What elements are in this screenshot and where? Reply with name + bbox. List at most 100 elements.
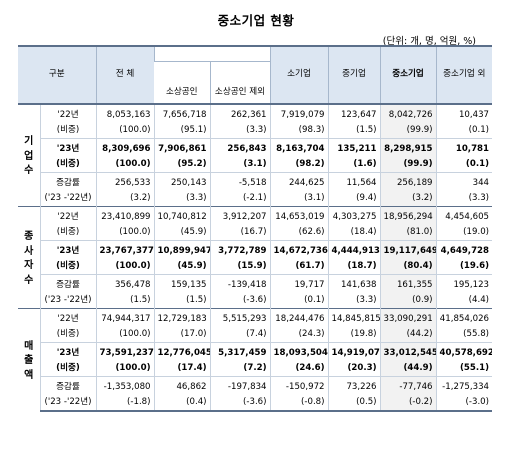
table-cell: (7.4) <box>209 327 271 343</box>
table-cell: (100.0) <box>95 361 155 377</box>
table-cell: 3,912,207 <box>209 206 271 225</box>
table-row: (비중) (100.0) (45.9) (15.9) (61.7) (18.7) (80.4… <box>18 259 493 275</box>
table-cell: 7,906,861 <box>153 138 211 157</box>
table-row: '23년 8,309,696 7,906,861 256,843 8,163,704 13… <box>18 138 493 157</box>
header-small-firm: 소기업 <box>269 45 329 105</box>
table-row: ('23 -'22년) (3.2) (3.3) (-2.1) (3.1) (9.4) (3.… <box>18 191 493 207</box>
table-row: 기 업 수 '22년 8,053,163 7,656,718 262,361 7,919,07… <box>18 104 493 207</box>
table-cell: (100.0) <box>95 259 155 275</box>
row-label: ('23 -'22년) <box>40 395 97 412</box>
table-cell: (95.2) <box>153 157 211 173</box>
table-row: 종 사 자 수 '22년 23,410,899 10,740,812 3,912,207 14,… <box>18 206 493 309</box>
table-cell: (98.3) <box>269 123 329 139</box>
table-cell: (1.5) <box>95 293 155 309</box>
table-row: (비중) (100.0) (95.2) (3.1) (98.2) (1.6) (99.9)(… <box>18 157 493 173</box>
table-cell: (100.0) <box>95 327 155 343</box>
table-cell: (0.1) <box>269 293 329 309</box>
table-cell: 33,012,545 <box>379 342 437 361</box>
header-category: 구분 <box>18 45 97 105</box>
unit-note: (단위: 개, 명, 억원, %) <box>382 36 476 47</box>
table-cell: 10,781 <box>435 138 493 157</box>
table-cell: 262,361 <box>209 104 271 123</box>
table-cell: (19.6) <box>435 259 493 275</box>
table-cell: 8,042,726 <box>379 104 437 123</box>
table-row: (비중) (100.0) (95.1) (3.3) (98.3) (1.5) (99.9)(… <box>18 123 493 139</box>
table-cell: (99.9) <box>379 123 437 139</box>
table-cell: (15.9) <box>209 259 271 275</box>
row-label: (비중) <box>56 328 80 339</box>
table-cell: 7,919,079 <box>269 104 329 123</box>
table-cell: 4,649,728 <box>435 240 493 259</box>
row-label: '23년 <box>40 342 97 361</box>
row-label: 증감률 <box>40 274 97 293</box>
table-cell: (24.3) <box>269 327 329 343</box>
header-sme: 중소기업 <box>379 45 437 105</box>
table-cell: (4.4) <box>435 293 493 309</box>
table-cell: 5,515,293 <box>209 308 271 327</box>
table-cell: 3,772,789 <box>209 240 271 259</box>
header-total: 전 체 <box>95 45 155 105</box>
table-cell: (3.3) <box>435 191 493 207</box>
table-cell: (0.1) <box>435 123 493 139</box>
table-cell: (44.2) <box>379 327 437 343</box>
table-cell: 256,189 <box>379 172 437 191</box>
table-cell: 19,117,649 <box>379 240 437 259</box>
table-row: 매 출 액 '22년 74,944,317 12,729,183 5,515,293 18,2… <box>18 308 493 411</box>
table-cell: (0.4) <box>153 395 211 412</box>
row-label: 증감률 <box>40 376 97 395</box>
table-cell: -1,275,334 <box>435 376 493 395</box>
table-cell: (55.8) <box>435 327 493 343</box>
table-cell: 12,729,183 <box>153 308 211 327</box>
table-cell: 250,143 <box>153 172 211 191</box>
table-cell: (81.0) <box>379 225 437 241</box>
row-label: (비중) <box>56 260 80 271</box>
table-cell: 135,211 <box>327 138 381 157</box>
table-cell: (19.0) <box>435 225 493 241</box>
table-row: ('23 -'22년) (1.5) (1.5) (-3.6) (0.1) (3.3) (0.… <box>18 293 493 309</box>
table-cell: -139,418 <box>209 274 271 293</box>
table-cell: 14,845,815 <box>327 308 381 327</box>
table-cell: (44.9) <box>379 361 437 377</box>
table-cell: 4,303,275 <box>327 206 381 225</box>
table-cell: 10,437 <box>435 104 493 123</box>
table-cell: 23,410,899 <box>95 206 155 225</box>
table-cell: 14,919,070 <box>327 342 381 361</box>
row-label: (비중) <box>56 124 80 135</box>
table-cell: -77,746 <box>379 376 437 395</box>
table-cell: (95.1) <box>153 123 211 139</box>
header-small-biz-excl: 소상공인 제외 <box>209 61 271 105</box>
table-row: (비중) (100.0) (17.4) (7.2) (24.6) (20.3) (44.9)… <box>18 361 493 377</box>
header-medium-firm: 중기업 <box>327 45 381 105</box>
table-body: 기 업 수 '22년 8,053,163 7,656,718 262,361 7,919,07… <box>18 104 493 412</box>
table-cell: -150,972 <box>269 376 329 395</box>
table-cell: 10,899,947 <box>153 240 211 259</box>
table-row: '23년 73,591,237 12,776,045 5,317,459 18,093,… <box>18 342 493 361</box>
table-cell: (99.9) <box>379 157 437 173</box>
table-cell: (100.0) <box>95 225 155 241</box>
table-cell: 7,656,718 <box>153 104 211 123</box>
table-cell: 40,578,692 <box>435 342 493 361</box>
table-cell: 14,653,019 <box>269 206 329 225</box>
row-label: (비중) <box>56 362 80 373</box>
table-cell: 344 <box>435 172 493 191</box>
sme-status-table: 구분 전 체 소기업 중기업 중소기업 중소기업 외 소상공인 소상공인 제외 … <box>18 45 493 412</box>
table-cell: (61.7) <box>269 259 329 275</box>
table-cell: (-3.0) <box>435 395 493 412</box>
table-cell: (1.6) <box>327 157 381 173</box>
row-label: '22년 <box>40 206 97 225</box>
table-cell: (0.1) <box>435 157 493 173</box>
table-cell: 256,533 <box>95 172 155 191</box>
table-cell: (62.6) <box>269 225 329 241</box>
table-cell: -1,353,080 <box>95 376 155 395</box>
table-row: 증감률 356,478 159,135 -139,418 19,717 141,638 16… <box>18 274 493 293</box>
table-cell: (19.8) <box>327 327 381 343</box>
table-cell: 356,478 <box>95 274 155 293</box>
table-cell: 8,163,704 <box>269 138 329 157</box>
row-label: ('23 -'22년) <box>44 192 92 203</box>
row-label: (비중) <box>56 226 80 237</box>
table-cell: 74,944,317 <box>95 308 155 327</box>
row-label: '22년 <box>40 308 97 327</box>
table-row: '23년 23,767,377 10,899,947 3,772,789 14,672,… <box>18 240 493 259</box>
